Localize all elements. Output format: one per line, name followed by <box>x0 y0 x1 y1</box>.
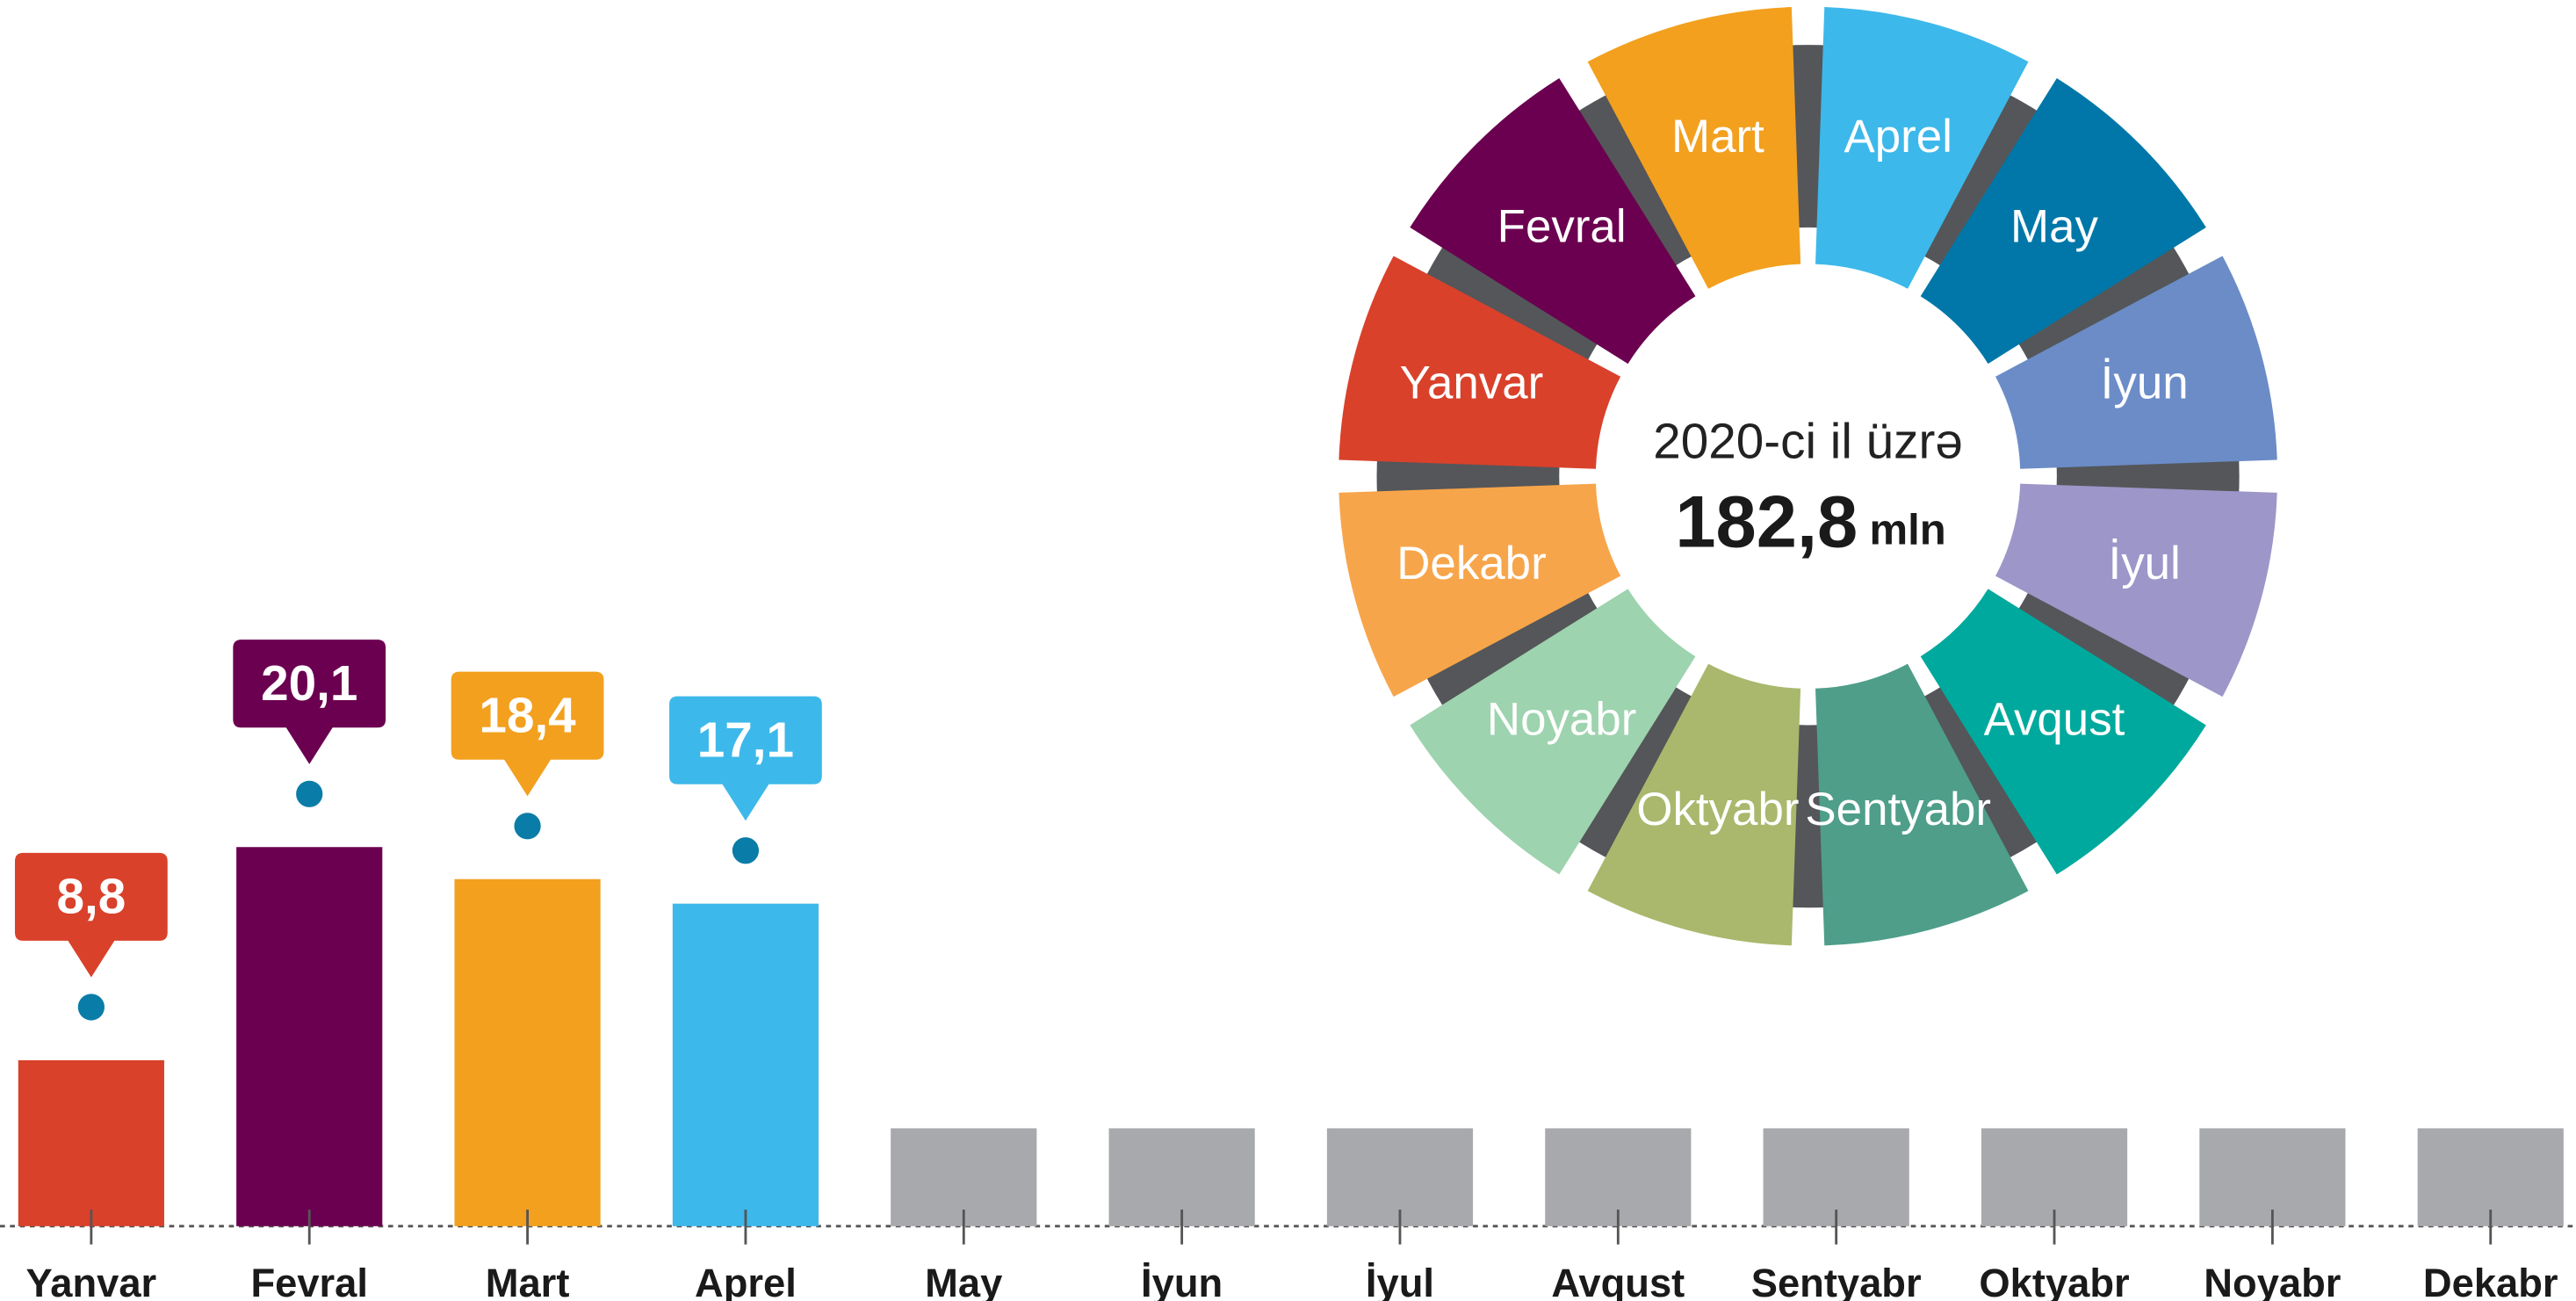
donut-unit: mln <box>1869 506 1945 553</box>
donut-label: Aprel <box>1844 111 1952 163</box>
donut-label: İyul <box>2109 538 2181 589</box>
bar <box>672 903 819 1226</box>
donut-segment <box>1815 7 2029 289</box>
donut-ring <box>1376 45 2240 908</box>
donut-segment <box>1815 663 2029 946</box>
bar <box>454 878 601 1226</box>
callout <box>451 671 604 797</box>
value-label: 20,1 <box>261 656 357 712</box>
donut-segment <box>1920 77 2206 365</box>
donut-label: İyun <box>2101 358 2189 409</box>
marker-dot <box>514 813 541 840</box>
marker-dot <box>77 994 105 1021</box>
value-label: 8,8 <box>56 870 126 925</box>
donut-center-text: 2020-ci il üzrə <box>1653 414 1963 469</box>
x-tick-label: May <box>925 1261 1002 1301</box>
donut-segment <box>1339 256 1621 469</box>
x-tick-label: Mart <box>486 1261 570 1301</box>
donut-label: Fevral <box>1497 201 1627 253</box>
x-tick-label: Yanvar <box>26 1261 157 1301</box>
donut-label: Sentyabr <box>1805 784 1991 835</box>
donut-segment <box>1995 256 2277 469</box>
donut-segment <box>1410 589 1696 875</box>
bar <box>236 847 383 1226</box>
donut-label: Yanvar <box>1400 358 1544 409</box>
x-tick-label: Avqust <box>1551 1261 1685 1301</box>
donut-label: May <box>2010 201 2098 253</box>
value-label: 17,1 <box>697 712 794 768</box>
x-tick-label: Noyabr <box>2204 1261 2341 1301</box>
callout <box>233 640 386 764</box>
donut-segment <box>1410 77 1696 365</box>
donut-label: Noyabr <box>1487 694 1636 746</box>
x-tick-label: İyun <box>1141 1261 1223 1301</box>
value-label: 18,4 <box>479 688 576 743</box>
x-tick-label: Oktyabr <box>1979 1261 2129 1301</box>
donut-label: Mart <box>1671 111 1764 163</box>
donut-label: Dekabr <box>1396 538 1546 589</box>
x-tick-label: Aprel <box>695 1261 797 1301</box>
donut-label: Avqust <box>1984 694 2125 746</box>
donut-segment <box>1339 483 1621 697</box>
marker-dot <box>732 837 760 864</box>
x-tick-label: İyul <box>1366 1261 1434 1301</box>
callout <box>14 852 168 978</box>
x-tick-label: Dekabr <box>2423 1261 2558 1301</box>
donut-segment <box>1995 483 2277 697</box>
callout <box>669 696 822 821</box>
bar <box>18 1059 164 1226</box>
donut-segment <box>1587 663 1801 946</box>
donut-label: Oktyabr <box>1636 784 1799 835</box>
x-tick-label: Fevral <box>250 1261 368 1301</box>
x-tick-label: Sentyabr <box>1751 1261 1922 1301</box>
donut-total: 182,8 <box>1675 481 1858 563</box>
donut-segment <box>1587 7 1801 289</box>
donut-segment <box>1920 589 2206 875</box>
marker-dot <box>296 780 323 807</box>
